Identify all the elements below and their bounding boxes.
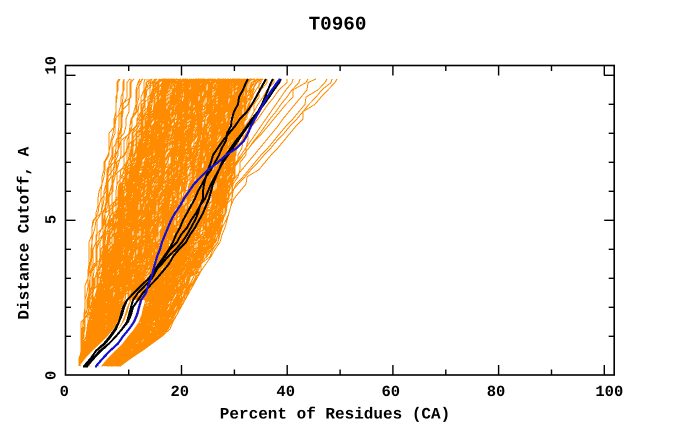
svg-text:Distance Cutoff, A: Distance Cutoff, A xyxy=(15,146,33,319)
svg-text:T0960: T0960 xyxy=(309,14,367,36)
svg-text:100: 100 xyxy=(595,383,623,401)
svg-text:10: 10 xyxy=(43,56,61,75)
svg-text:20: 20 xyxy=(170,383,189,401)
svg-text:5: 5 xyxy=(43,215,61,224)
svg-text:Percent of Residues (CA): Percent of Residues (CA) xyxy=(220,406,450,424)
svg-text:0: 0 xyxy=(60,383,69,401)
svg-text:80: 80 xyxy=(487,383,506,401)
svg-text:0: 0 xyxy=(43,371,61,380)
svg-text:40: 40 xyxy=(276,383,295,401)
svg-text:60: 60 xyxy=(381,383,400,401)
